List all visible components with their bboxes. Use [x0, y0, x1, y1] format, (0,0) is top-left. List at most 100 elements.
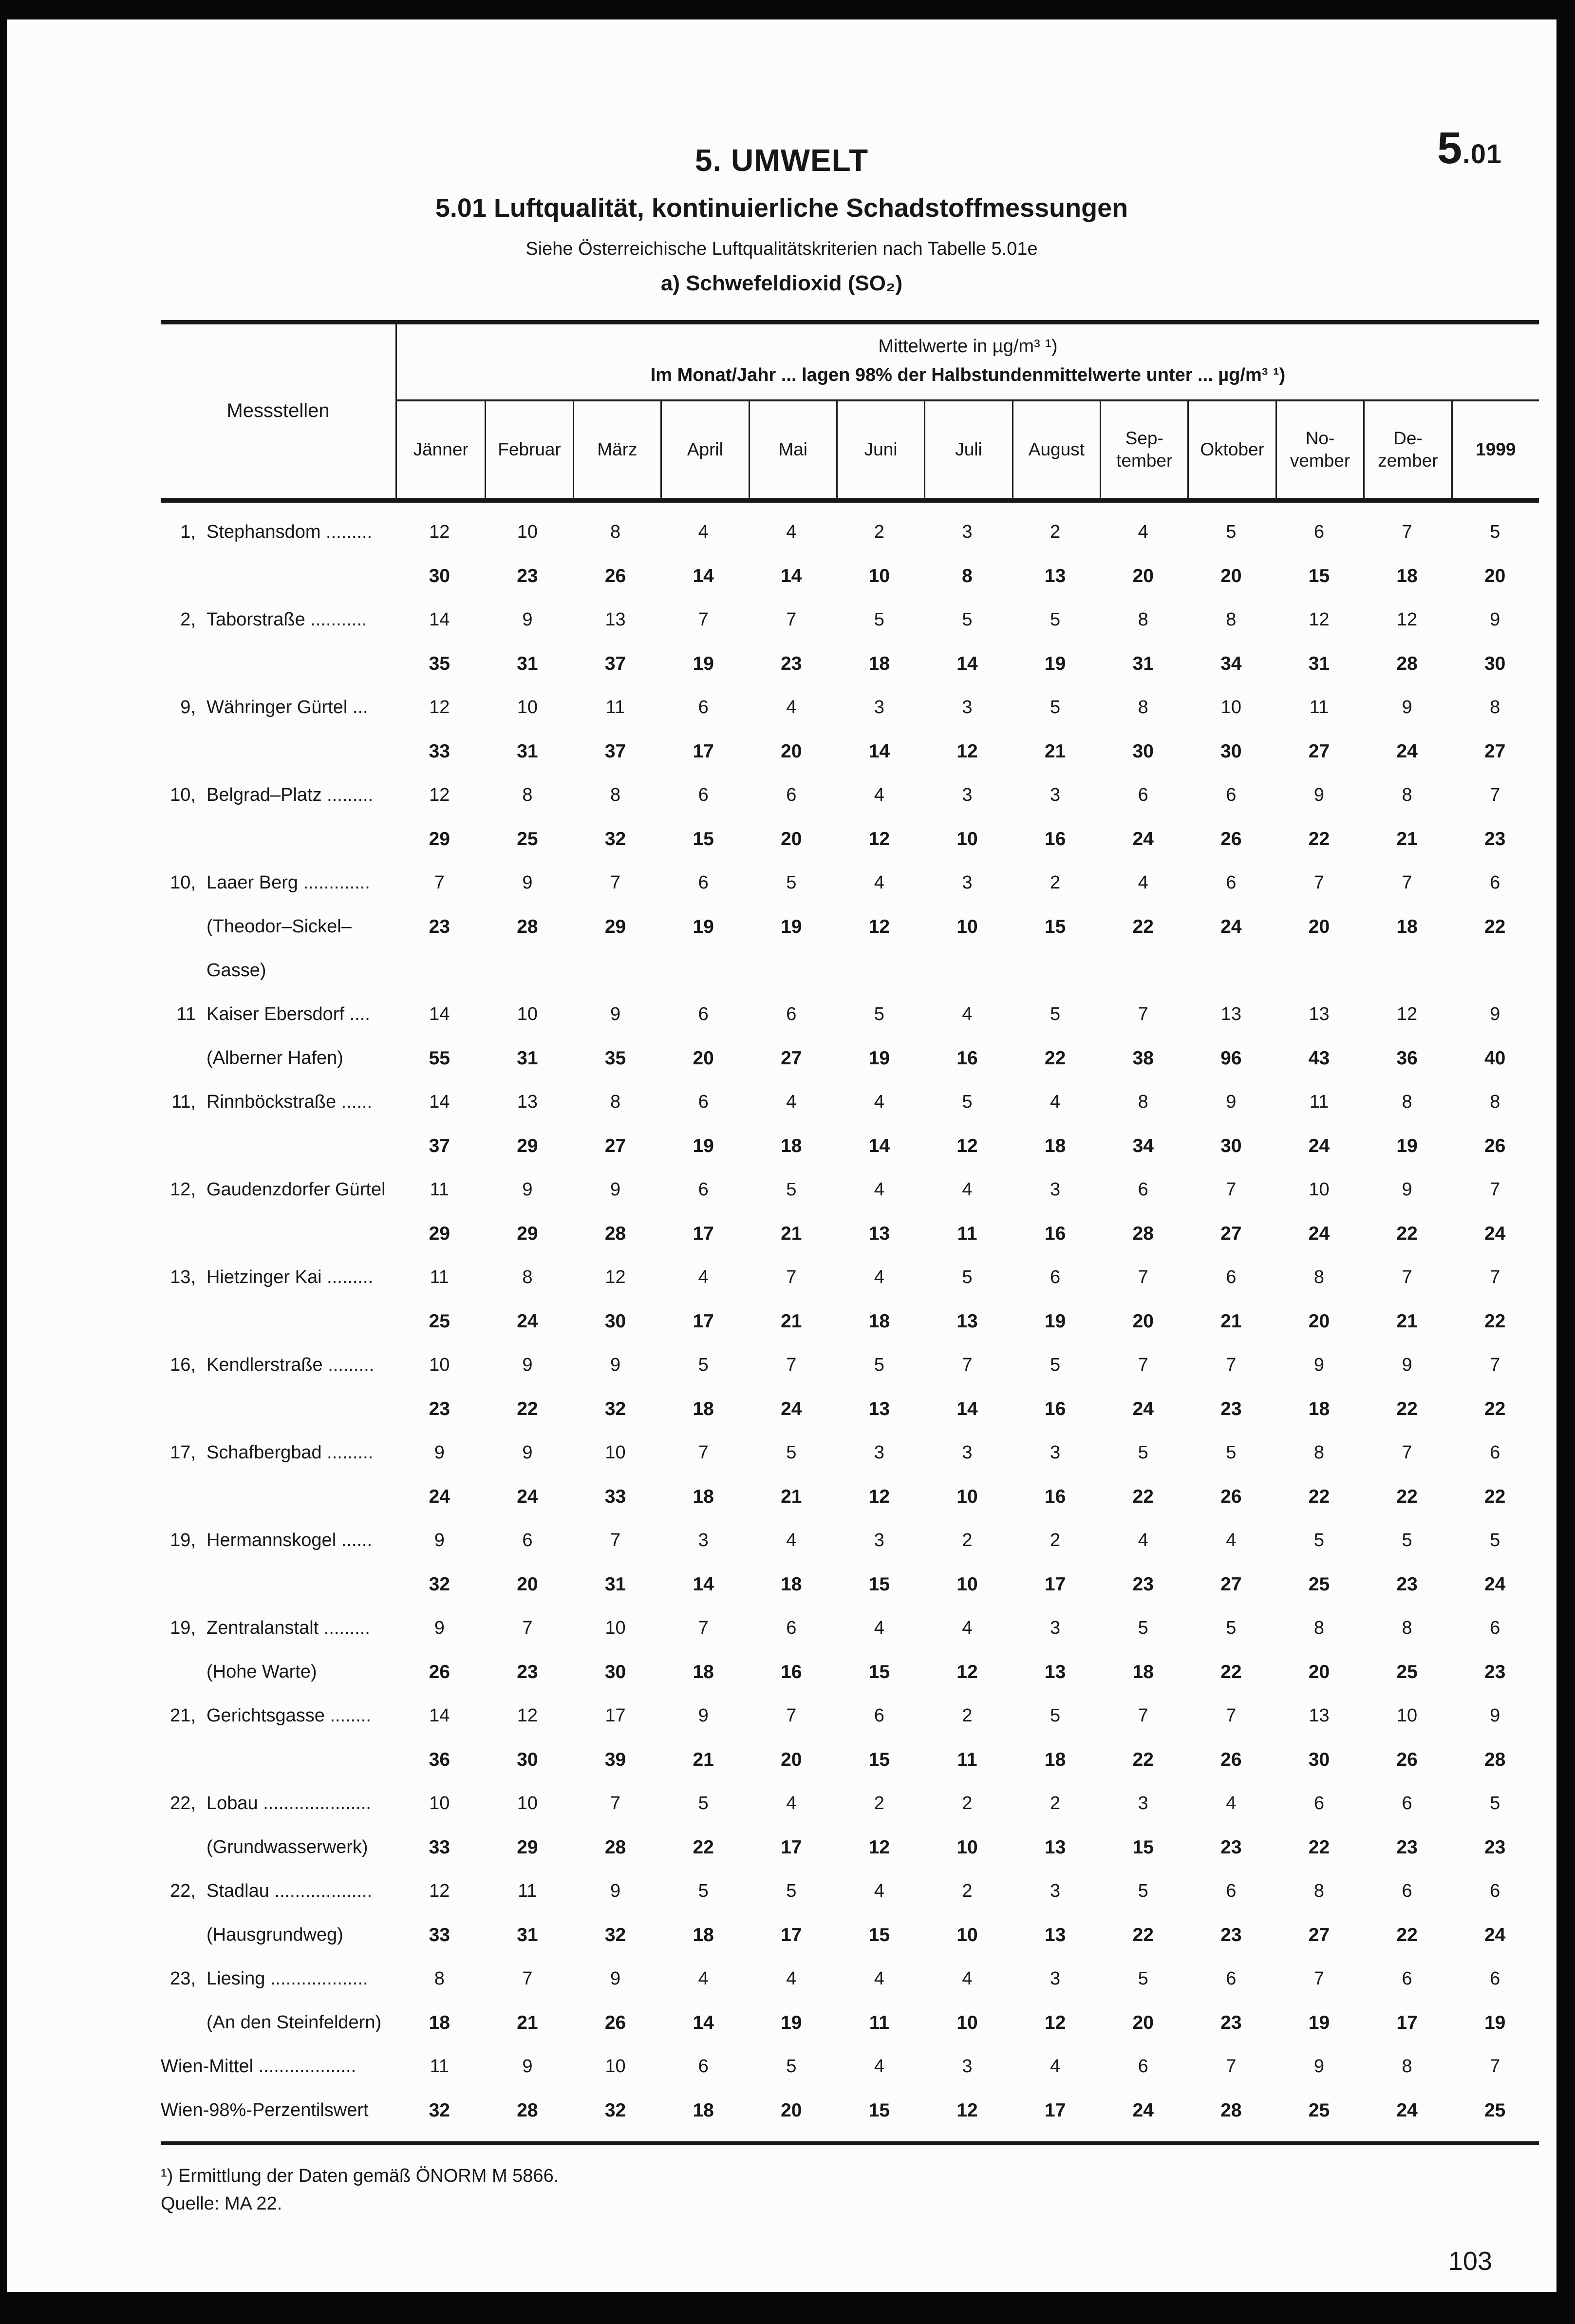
column-header-4: Mai [748, 401, 836, 498]
value-cell-98: 24 [1484, 1573, 1506, 1595]
value-cell-avg: 3 [962, 522, 973, 543]
value-cell-98: 32 [429, 1573, 450, 1595]
value-cell-avg: 12 [1309, 609, 1330, 630]
value-cell-avg: 2 [874, 522, 884, 543]
value-cell-avg: 6 [786, 785, 797, 806]
value-cell-avg: 7 [1313, 1968, 1325, 1989]
units-header-line2: Im Monat/Jahr ... lagen 98% der Halbstun… [650, 364, 1286, 385]
value-cell-98: 12 [868, 1486, 890, 1507]
value-cell-avg: 5 [698, 1793, 709, 1814]
value-cell-98: 20 [781, 740, 802, 762]
table-row-line: Gasse) [161, 949, 1539, 993]
station-label-cell: 19, Zentralanstalt ......... [161, 1618, 395, 1639]
value-cell-98: 14 [956, 1398, 978, 1419]
value-cell-98: 28 [517, 916, 538, 937]
value-cell-98: 29 [429, 1223, 450, 1244]
value-cell-98: 17 [1044, 2099, 1066, 2121]
column-header-3: April [660, 401, 748, 498]
table-row-line: 1, Stephansdom ......... 12 10 8 4 4 2 3 2 4 5 6 7 5 [161, 510, 1539, 554]
value-cell-avg: 7 [1402, 1267, 1412, 1288]
value-cell-98: 33 [604, 1486, 626, 1507]
value-cell-98: 12 [868, 828, 890, 850]
station-label-cell: 17, Schafbergbad ......... [161, 1442, 395, 1463]
value-cell-98: 29 [517, 1223, 538, 1244]
value-cell-avg: 3 [1138, 1793, 1148, 1814]
value-cell-avg: 2 [962, 1705, 973, 1726]
value-cell-avg: 7 [434, 872, 445, 893]
value-cell-98: 31 [1132, 653, 1154, 674]
value-cell-avg: 9 [610, 1355, 621, 1376]
value-cell-98: 15 [868, 1573, 890, 1595]
value-cell-98: 21 [781, 1310, 802, 1332]
value-cell-avg: 7 [698, 609, 709, 630]
value-cell-98: 25 [1308, 2099, 1330, 2121]
value-cell-98: 22 [1220, 1661, 1242, 1682]
value-cell-avg: 6 [1490, 872, 1500, 893]
value-cell-avg: 11 [430, 1267, 450, 1288]
value-cell-avg: 6 [1313, 522, 1325, 543]
value-cell-avg: 5 [1490, 1530, 1500, 1551]
value-cell-avg: 4 [698, 1267, 709, 1288]
value-cell-98: 13 [1044, 1836, 1066, 1858]
value-cell-avg: 6 [1490, 1968, 1500, 1989]
value-cell-avg: 6 [698, 785, 709, 806]
value-cell-avg: 6 [1402, 1968, 1412, 1989]
value-cell-avg: 6 [698, 697, 709, 718]
value-cell-98: 35 [429, 653, 450, 674]
station-label-cell: (Hausgrundweg) [161, 1925, 395, 1946]
value-cell-avg: 9 [1490, 1705, 1500, 1726]
table-row-line: 17, Schafbergbad ......... 9 9 10 7 5 3 3 3 5 5 8 7 6 [161, 1431, 1539, 1475]
column-header-11: De- zember [1363, 401, 1451, 498]
value-cell-avg: 3 [1050, 1179, 1061, 1200]
value-cell-avg: 17 [605, 1705, 626, 1726]
table-row-line: 32 20 31 14 18 15 10 17 23 27 25 23 24 [161, 1563, 1539, 1606]
value-cell-avg: 7 [1313, 872, 1325, 893]
footnote-method: ¹) Ermittlung der Daten gemäß ÖNORM M 58… [161, 2165, 559, 2186]
station-number: 11, [171, 1092, 196, 1113]
value-cell-98: 13 [868, 1398, 890, 1419]
value-cell-98: 17 [781, 1836, 802, 1858]
column-header-1: Februar [485, 401, 572, 498]
station-label-cell: Wien-Mittel ................... [161, 2056, 395, 2077]
value-cell-98: 13 [956, 1310, 978, 1332]
station-sublabel-2: Gasse) [206, 960, 266, 981]
value-cell-98: 20 [1132, 565, 1154, 586]
value-cell-98: 16 [956, 1047, 978, 1069]
value-cell-avg: 5 [962, 1267, 973, 1288]
value-cell-98: 30 [604, 1310, 626, 1332]
table-row-line: 30 23 26 14 14 10 8 13 20 20 15 18 20 [161, 554, 1539, 598]
value-cell-98: 15 [1044, 916, 1066, 937]
value-cell-avg: 14 [429, 1004, 450, 1025]
value-cell-98: 33 [429, 1836, 450, 1858]
value-cell-avg: 5 [962, 1092, 973, 1113]
table-row-line: (Alberner Hafen) 55 31 35 20 27 19 16 22 38 96 43 36… [161, 1037, 1539, 1080]
value-cell-avg: 2 [962, 1530, 973, 1551]
value-cell-98: 32 [429, 2099, 450, 2121]
value-cell-98: 16 [1044, 1486, 1066, 1507]
station-name: Stadlau ................... [206, 1881, 373, 1902]
value-cell-98: 25 [1396, 1661, 1418, 1682]
station-label-cell: 13, Hietzinger Kai ......... [161, 1267, 395, 1288]
column-header-12: 1999 [1451, 401, 1539, 498]
value-cell-avg: 9 [522, 2056, 533, 2077]
value-cell-98: 14 [693, 2012, 714, 2033]
value-cell-98: 20 [1308, 916, 1330, 937]
value-cell-avg: 8 [610, 785, 621, 806]
table-row-line: 25 24 30 17 21 18 13 19 20 21 20 21 22 [161, 1300, 1539, 1343]
value-cell-98: 25 [517, 828, 538, 850]
value-cell-98: 10 [956, 1836, 978, 1858]
value-cell-avg: 5 [1138, 1968, 1148, 1989]
value-cell-avg: 9 [1226, 1092, 1237, 1113]
value-cell-98: 18 [693, 1661, 714, 1682]
value-cell-avg: 10 [429, 1355, 450, 1376]
value-cell-98: 25 [1484, 2099, 1506, 2121]
value-cell-avg: 6 [1490, 1442, 1500, 1463]
value-cell-avg: 7 [786, 609, 797, 630]
value-cell-avg: 9 [1402, 1179, 1412, 1200]
value-cell-98: 22 [517, 1398, 538, 1419]
station-number: 16, [170, 1355, 196, 1376]
value-cell-98: 10 [956, 828, 978, 850]
value-cell-98: 22 [1396, 1486, 1418, 1507]
value-cell-avg: 6 [1490, 1881, 1500, 1902]
table-row-line: 21, Gerichtsgasse ........ 14 12 17 9 7 6 2 5 7 7 13… [161, 1694, 1539, 1738]
